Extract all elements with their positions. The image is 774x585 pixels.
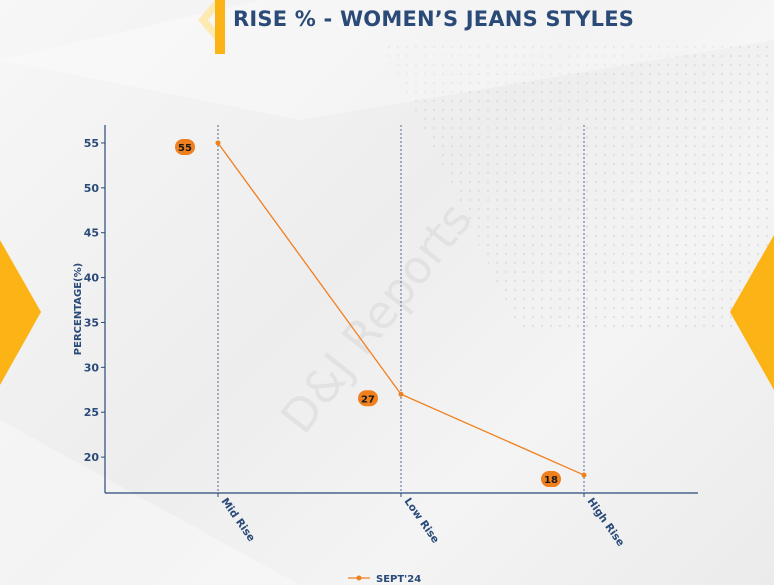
- data-point: [215, 140, 221, 146]
- x-tick-label: High Rise: [585, 496, 627, 549]
- data-label: 27: [361, 394, 375, 405]
- y-tick-label: 45: [84, 227, 99, 240]
- y-tick-label: 40: [84, 272, 100, 285]
- y-tick-label: 30: [84, 361, 100, 374]
- y-tick-label: 55: [84, 137, 99, 150]
- left-chevron-decoration: [0, 240, 41, 385]
- data-point: [398, 391, 404, 397]
- x-tick-label: Low Rise: [402, 496, 442, 546]
- y-tick-label: 25: [84, 406, 99, 419]
- title-accent-bar: [215, 0, 225, 54]
- title-chevron-decoration: [198, 0, 225, 40]
- y-tick-label: 50: [84, 182, 100, 195]
- right-chevron-decoration: [730, 235, 774, 390]
- x-tick-label: Mid Rise: [219, 496, 258, 544]
- data-label-badge: [358, 390, 378, 407]
- legend-marker: [356, 575, 362, 581]
- data-label-badge: [175, 138, 195, 155]
- light-shape: [0, 420, 300, 585]
- y-tick-label: 35: [84, 316, 99, 329]
- data-label: 18: [544, 475, 558, 486]
- data-point: [581, 472, 587, 478]
- dot-pattern: [380, 40, 774, 330]
- legend-label: SEPT'24: [376, 574, 421, 585]
- page-title: RISE % - WOMEN’S JEANS STYLES: [233, 7, 635, 31]
- light-shape: [0, 0, 774, 120]
- data-label-badge: [541, 471, 561, 488]
- y-tick-label: 20: [84, 451, 100, 464]
- data-label: 55: [178, 143, 192, 154]
- y-axis-label: PERCENTAGE(%): [73, 263, 84, 355]
